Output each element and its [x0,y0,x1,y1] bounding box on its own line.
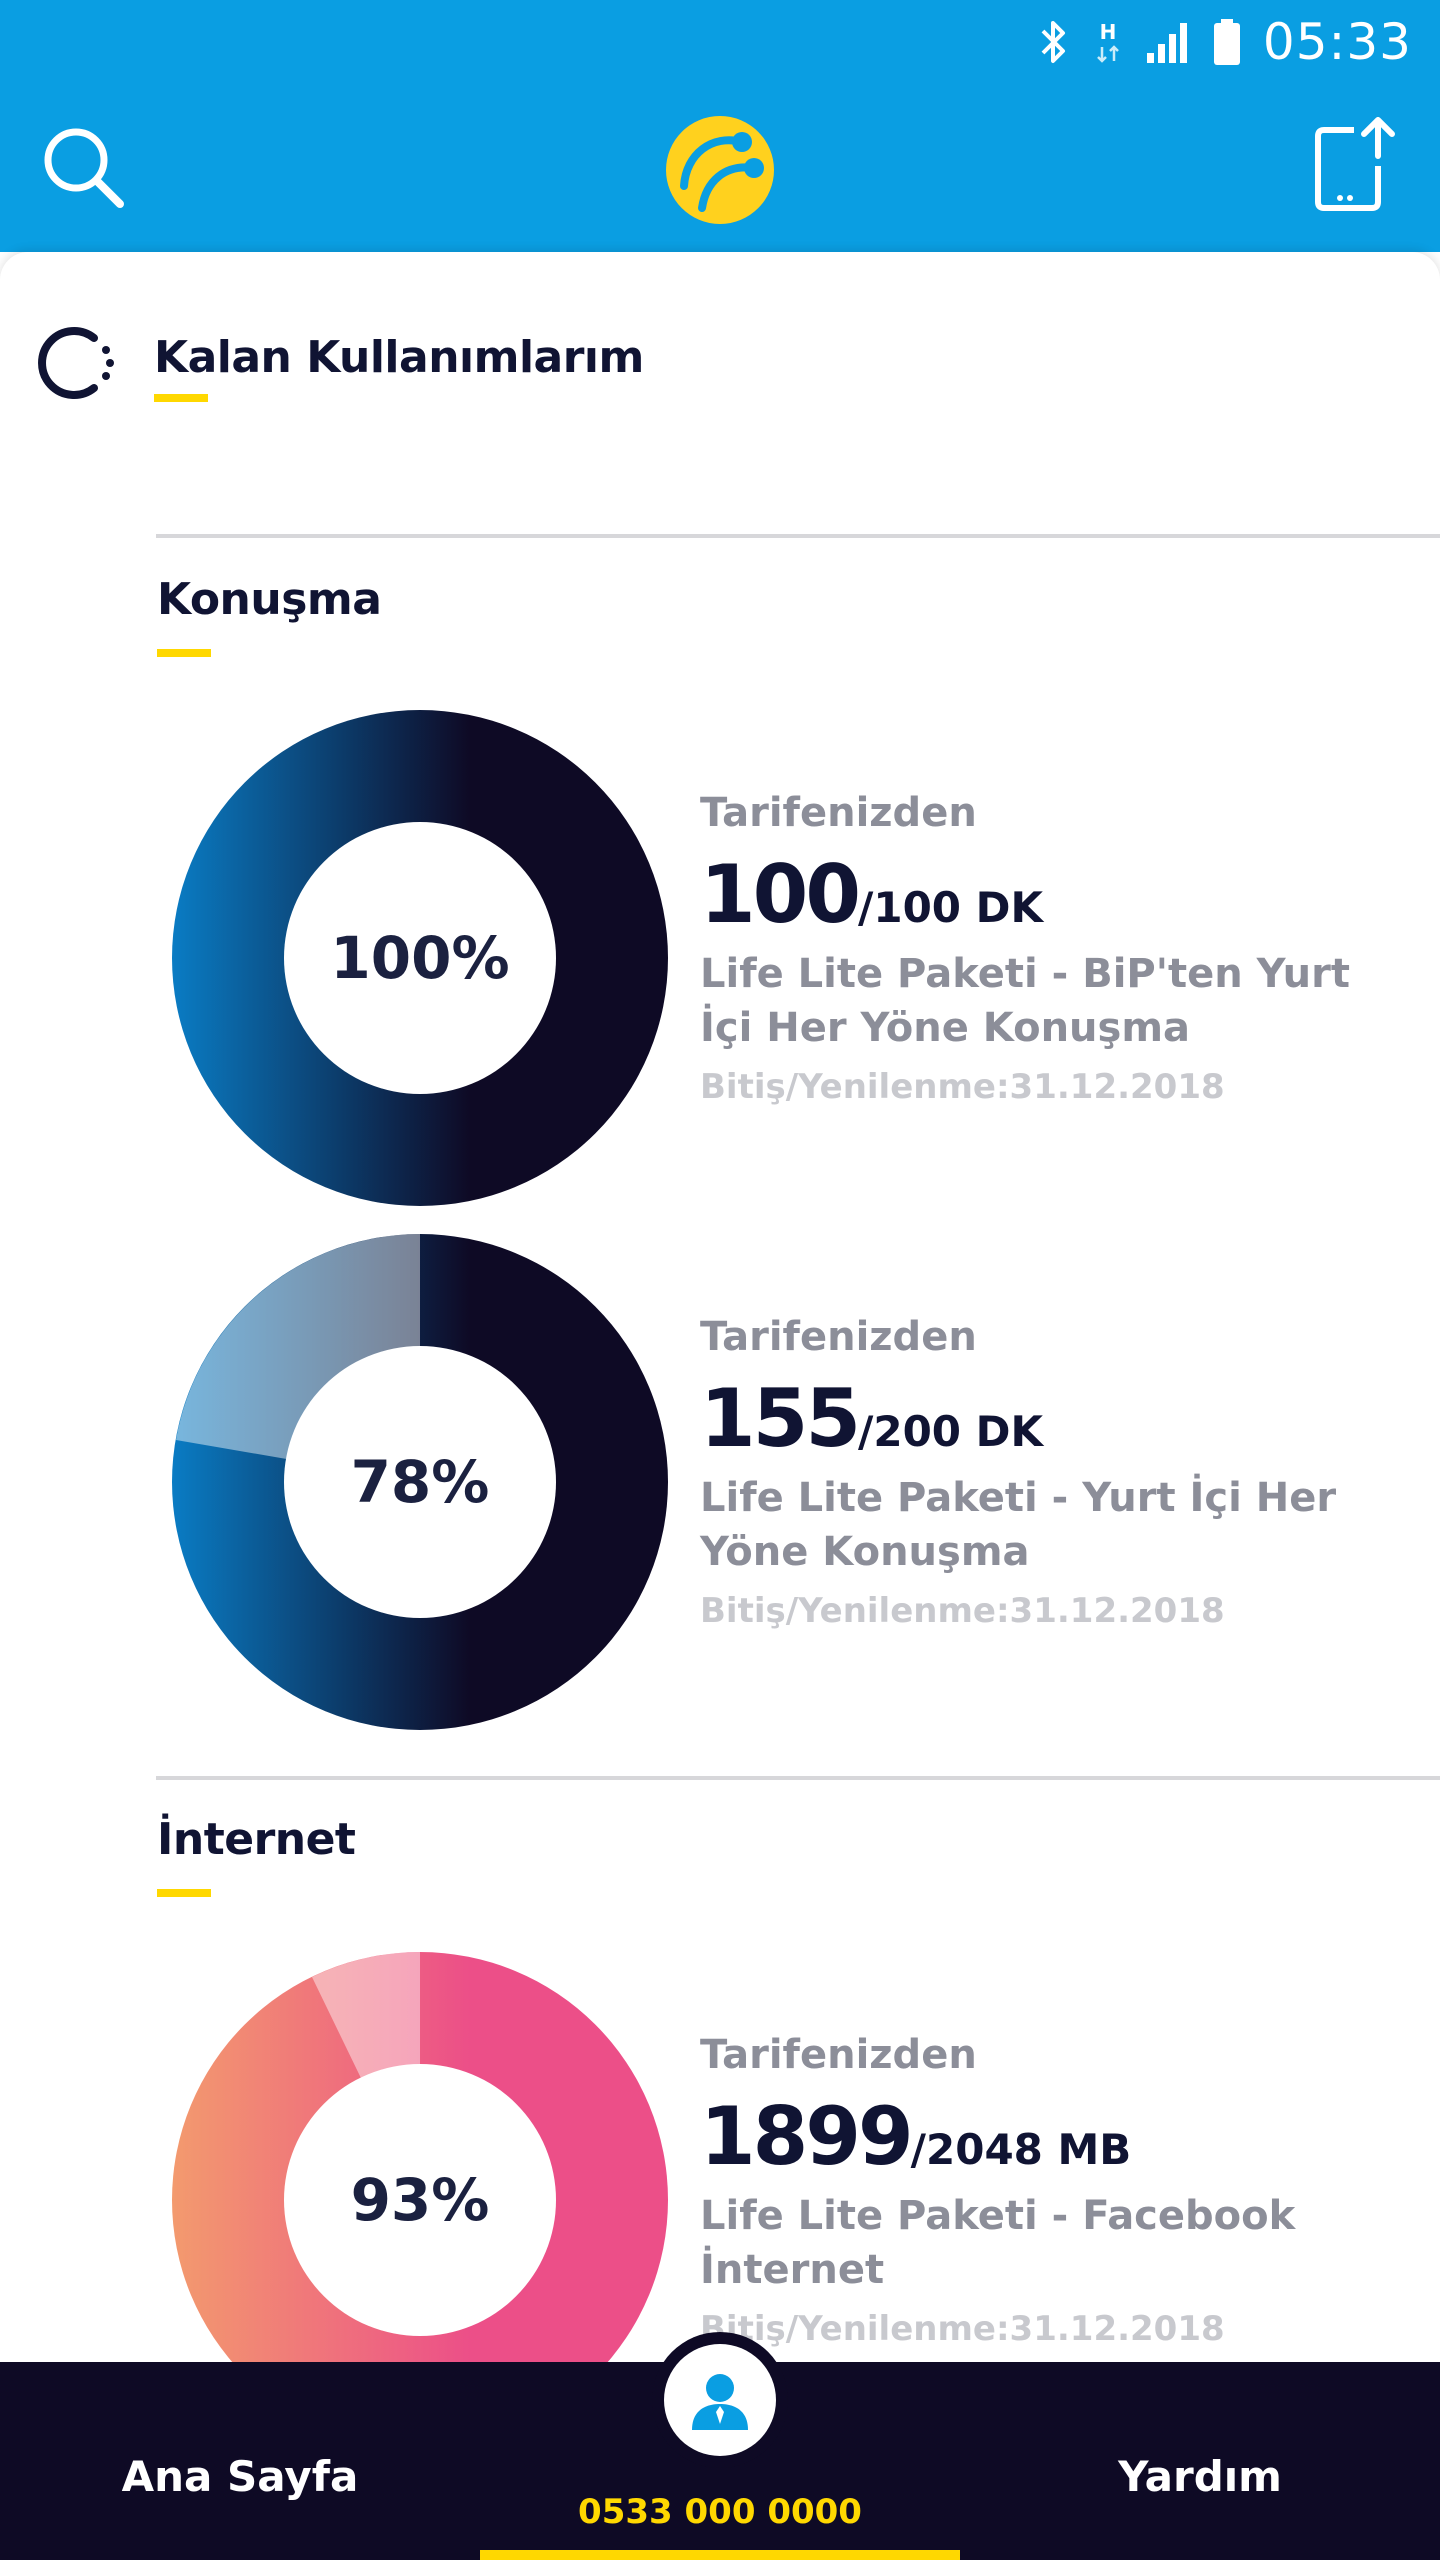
app-header [0,84,1440,252]
turkcell-logo [666,116,774,224]
bottom-nav: Ana Sayfa 0533 000 0000 Yardım [0,2332,1440,2560]
page-header: Kalan Kullanımlarım [0,322,800,422]
usage-source: Tarifenizden [700,2032,977,2078]
user-icon [692,2374,748,2430]
section-underline [157,649,211,657]
expiry-date: Bitiş/Yenilenme:31.12.2018 [700,1067,1225,1107]
share-icon[interactable] [1310,114,1406,218]
usage-remaining: 1899 [700,2090,914,2183]
page-title: Kalan Kullanımlarım [154,332,644,383]
usage-item-talk-2[interactable]: 78% Tarifenizden 155/200 DK Life Lite Pa… [0,1234,1440,1734]
donut-chart [172,1952,668,2362]
status-icons: H 05:33 [1037,12,1412,72]
usage-item-talk-1[interactable]: 100% Tarifenizden 100/100 DK Life Lite P… [0,710,1440,1210]
donut-chart [172,710,668,1206]
title-underline [154,394,208,402]
usage-amount: 100/100 DK [700,848,1400,941]
expiry-date: Bitiş/Yenilenme:31.12.2018 [700,2309,1225,2349]
usage-item-internet-1[interactable]: 93% Tarifenizden 1899/2048 MB Life Lite … [0,1952,1440,2362]
package-name: Life Lite Paketi - Yurt İçi Her Yöne Kon… [700,1475,1337,1575]
section-title-internet: İnternet [157,1814,356,1865]
usage-total: /200 DK [858,1407,1044,1456]
usage-percent: 100% [330,924,510,992]
usage-info: Tarifenizden 100/100 DK Life Lite Paketi… [700,790,1400,1107]
section-title-talk: Konuşma [157,574,382,625]
battery-icon [1213,19,1240,65]
usage-info: Tarifenizden 1899/2048 MB Life Lite Pake… [700,2032,1400,2349]
usage-total: /100 DK [858,883,1044,932]
bluetooth-icon [1041,21,1065,63]
nav-phone-number[interactable]: 0533 000 0000 [578,2492,862,2532]
nav-help[interactable]: Yardım [1118,2452,1282,2501]
profile-button[interactable] [652,2332,788,2468]
network-type-text: H [1100,20,1117,44]
usage-source: Tarifenizden [700,790,977,836]
search-icon[interactable] [36,120,132,216]
active-tab-indicator [480,2550,960,2560]
usage-source: Tarifenizden [700,1314,977,1360]
signal-icon [1146,23,1187,63]
status-bar: H 05:33 [0,0,1440,84]
usage-amount: 155/200 DK [700,1372,1400,1465]
usage-total: /2048 MB [910,2125,1132,2174]
nav-home[interactable]: Ana Sayfa [121,2452,359,2501]
package-name: Life Lite Paketi - BiP'ten Yurt İçi Her … [700,951,1350,1051]
profile-avatar [664,2344,776,2456]
usage-info: Tarifenizden 155/200 DK Life Lite Paketi… [700,1314,1400,1631]
section-underline [157,1889,211,1897]
expiry-date: Bitiş/Yenilenme:31.12.2018 [700,1591,1225,1631]
section-divider [156,1776,1440,1780]
package-name: Life Lite Paketi - Facebook İnternet [700,2193,1296,2293]
usage-amount: 1899/2048 MB [700,2090,1400,2183]
usage-percent: 93% [350,2166,490,2234]
refresh-icon[interactable] [36,322,118,404]
section-divider [156,534,1440,538]
status-time: 05:33 [1262,13,1412,71]
usage-content: Kalan Kullanımlarım Konuşma 100% Tarifen… [0,252,1440,2362]
usage-percent: 78% [350,1448,490,1516]
network-h-icon: H [1097,20,1119,63]
donut-chart [172,1234,668,1730]
usage-remaining: 100 [700,848,861,941]
usage-remaining: 155 [700,1372,861,1465]
